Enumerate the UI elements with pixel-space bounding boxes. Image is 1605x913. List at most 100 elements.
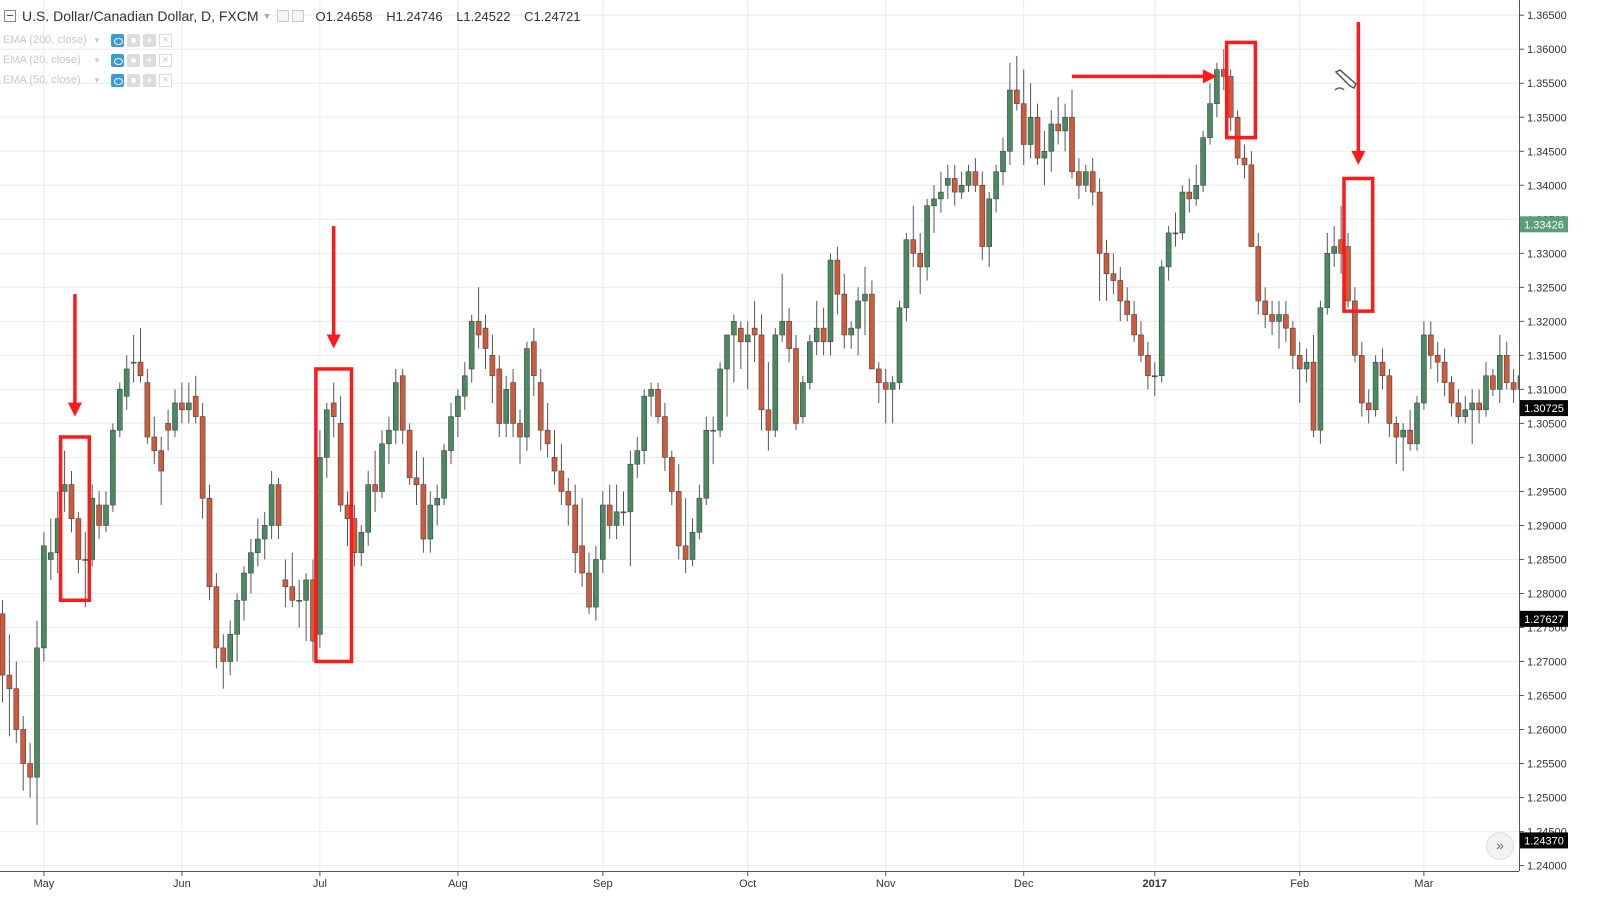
candle-body bbox=[1345, 246, 1351, 302]
candle-body bbox=[0, 613, 6, 676]
visibility-icon[interactable] bbox=[277, 10, 290, 22]
candle-body bbox=[61, 484, 68, 492]
plus-icon[interactable]: + bbox=[142, 53, 156, 67]
candle-body bbox=[399, 375, 406, 431]
candle-body bbox=[944, 178, 951, 186]
chevron-down-icon[interactable]: ▼ bbox=[93, 35, 101, 45]
close-icon[interactable]: × bbox=[158, 33, 172, 47]
symbol-title[interactable]: U.S. Dollar/Canadian Dollar, D, FXCM bbox=[22, 8, 259, 24]
candle-body bbox=[544, 429, 551, 445]
plus-icon[interactable]: + bbox=[142, 73, 156, 87]
eye-icon[interactable] bbox=[110, 33, 124, 47]
candle-body bbox=[800, 382, 806, 417]
chevron-down-icon[interactable]: ▼ bbox=[93, 75, 101, 85]
indicator-label[interactable]: EMA (50, close) bbox=[3, 74, 81, 86]
candle-body bbox=[958, 184, 965, 193]
candle-body bbox=[1331, 246, 1337, 254]
candle-body bbox=[648, 389, 654, 397]
highlight-box bbox=[58, 435, 92, 603]
price-label-bg bbox=[1520, 832, 1568, 849]
candle-body bbox=[710, 429, 717, 432]
price-label: 1.30725 bbox=[1524, 403, 1564, 415]
candle-body bbox=[634, 450, 641, 465]
arrow-down-head bbox=[326, 334, 341, 349]
chevron-down-icon[interactable]: ▼ bbox=[93, 55, 101, 65]
candle-body bbox=[68, 484, 75, 519]
candle-body bbox=[117, 389, 123, 431]
candle-body bbox=[110, 429, 116, 506]
gear-icon[interactable] bbox=[126, 53, 140, 67]
gear-icon[interactable] bbox=[126, 73, 140, 87]
collapse-icon[interactable] bbox=[4, 10, 16, 22]
candle-body bbox=[186, 402, 192, 411]
candle-body bbox=[517, 423, 523, 438]
candle-body bbox=[1000, 150, 1006, 172]
candle-body bbox=[1428, 334, 1434, 356]
candle-body bbox=[275, 484, 282, 526]
candle-body bbox=[1200, 137, 1206, 186]
candle-body bbox=[1124, 300, 1130, 315]
candle-body bbox=[199, 416, 206, 499]
candle-body bbox=[820, 327, 827, 343]
time-axis[interactable]: May Jun Jul Aug Sep Oct Nov Dec 2017 Feb Mar bbox=[0, 871, 1605, 913]
price-label-bg bbox=[1520, 610, 1568, 627]
price-tick-label: 1.35000 bbox=[1527, 112, 1567, 124]
candle-body bbox=[1007, 89, 1013, 152]
low-value: L1.24522 bbox=[456, 8, 511, 24]
candle-body bbox=[172, 402, 178, 431]
candle-body bbox=[993, 171, 999, 200]
annotation-layer bbox=[58, 22, 1375, 664]
candle-body bbox=[1434, 355, 1441, 363]
candle-body bbox=[565, 491, 572, 506]
indicator-label[interactable]: EMA (20, close) bbox=[3, 54, 81, 66]
candle-body bbox=[1158, 266, 1165, 377]
close-icon[interactable]: × bbox=[158, 73, 172, 87]
eye-icon[interactable] bbox=[110, 73, 124, 87]
price-axis[interactable]: 1.36500 1.36000 1.35500 1.35000 1.34500 1.340… bbox=[1519, 0, 1605, 873]
candle-body bbox=[103, 504, 109, 526]
eye-icon[interactable] bbox=[110, 53, 124, 67]
gear-icon[interactable] bbox=[126, 33, 140, 47]
price-tick-label: 1.36000 bbox=[1527, 44, 1567, 56]
arrow-down-head bbox=[1351, 150, 1366, 165]
price-tick-label: 1.31000 bbox=[1527, 384, 1567, 396]
candle-body bbox=[406, 429, 413, 479]
indicator-label[interactable]: EMA (200, close) bbox=[3, 34, 87, 46]
indicator-row[interactable]: EMA (50, close) ▼ + × bbox=[3, 70, 175, 90]
candle-body bbox=[420, 484, 427, 540]
candle-body bbox=[641, 395, 648, 451]
indicator-row[interactable]: EMA (200, close) ▼ + × bbox=[3, 30, 175, 50]
time-tick-label: Jun bbox=[173, 878, 191, 890]
close-value: C1.24721 bbox=[524, 8, 581, 24]
candle-body bbox=[392, 382, 399, 431]
chevron-down-icon[interactable]: ▼ bbox=[262, 11, 272, 21]
time-tick-label: Aug bbox=[448, 878, 468, 890]
candle-body bbox=[206, 497, 213, 587]
plus-icon[interactable]: + bbox=[142, 33, 156, 47]
candle-body bbox=[903, 239, 910, 309]
scroll-to-realtime-button[interactable]: » bbox=[1486, 832, 1514, 860]
time-tick-label: Mar bbox=[1414, 878, 1433, 890]
close-icon[interactable]: × bbox=[158, 53, 172, 67]
candle-body bbox=[1469, 402, 1475, 411]
candle-body bbox=[1207, 103, 1213, 138]
price-tick-label: 1.26000 bbox=[1527, 725, 1567, 737]
candle-body bbox=[1034, 116, 1041, 159]
candle-body bbox=[1400, 429, 1406, 438]
candle-body bbox=[317, 457, 323, 635]
candle-body bbox=[255, 538, 261, 553]
candle-body bbox=[869, 293, 875, 370]
candle-body bbox=[1269, 314, 1275, 322]
indicator-row[interactable]: EMA (20, close) ▼ + × bbox=[3, 50, 175, 70]
settings-icon[interactable] bbox=[292, 10, 305, 22]
candle-body bbox=[965, 171, 972, 186]
candle-body bbox=[758, 334, 765, 411]
price-tick-label: 1.32000 bbox=[1527, 316, 1567, 328]
candle-body bbox=[220, 647, 227, 662]
candle-body bbox=[1096, 191, 1103, 254]
candle-body bbox=[1145, 355, 1151, 377]
candle-body bbox=[1013, 89, 1020, 104]
candle-body bbox=[779, 321, 786, 336]
price-tick-label: 1.29000 bbox=[1527, 520, 1567, 532]
